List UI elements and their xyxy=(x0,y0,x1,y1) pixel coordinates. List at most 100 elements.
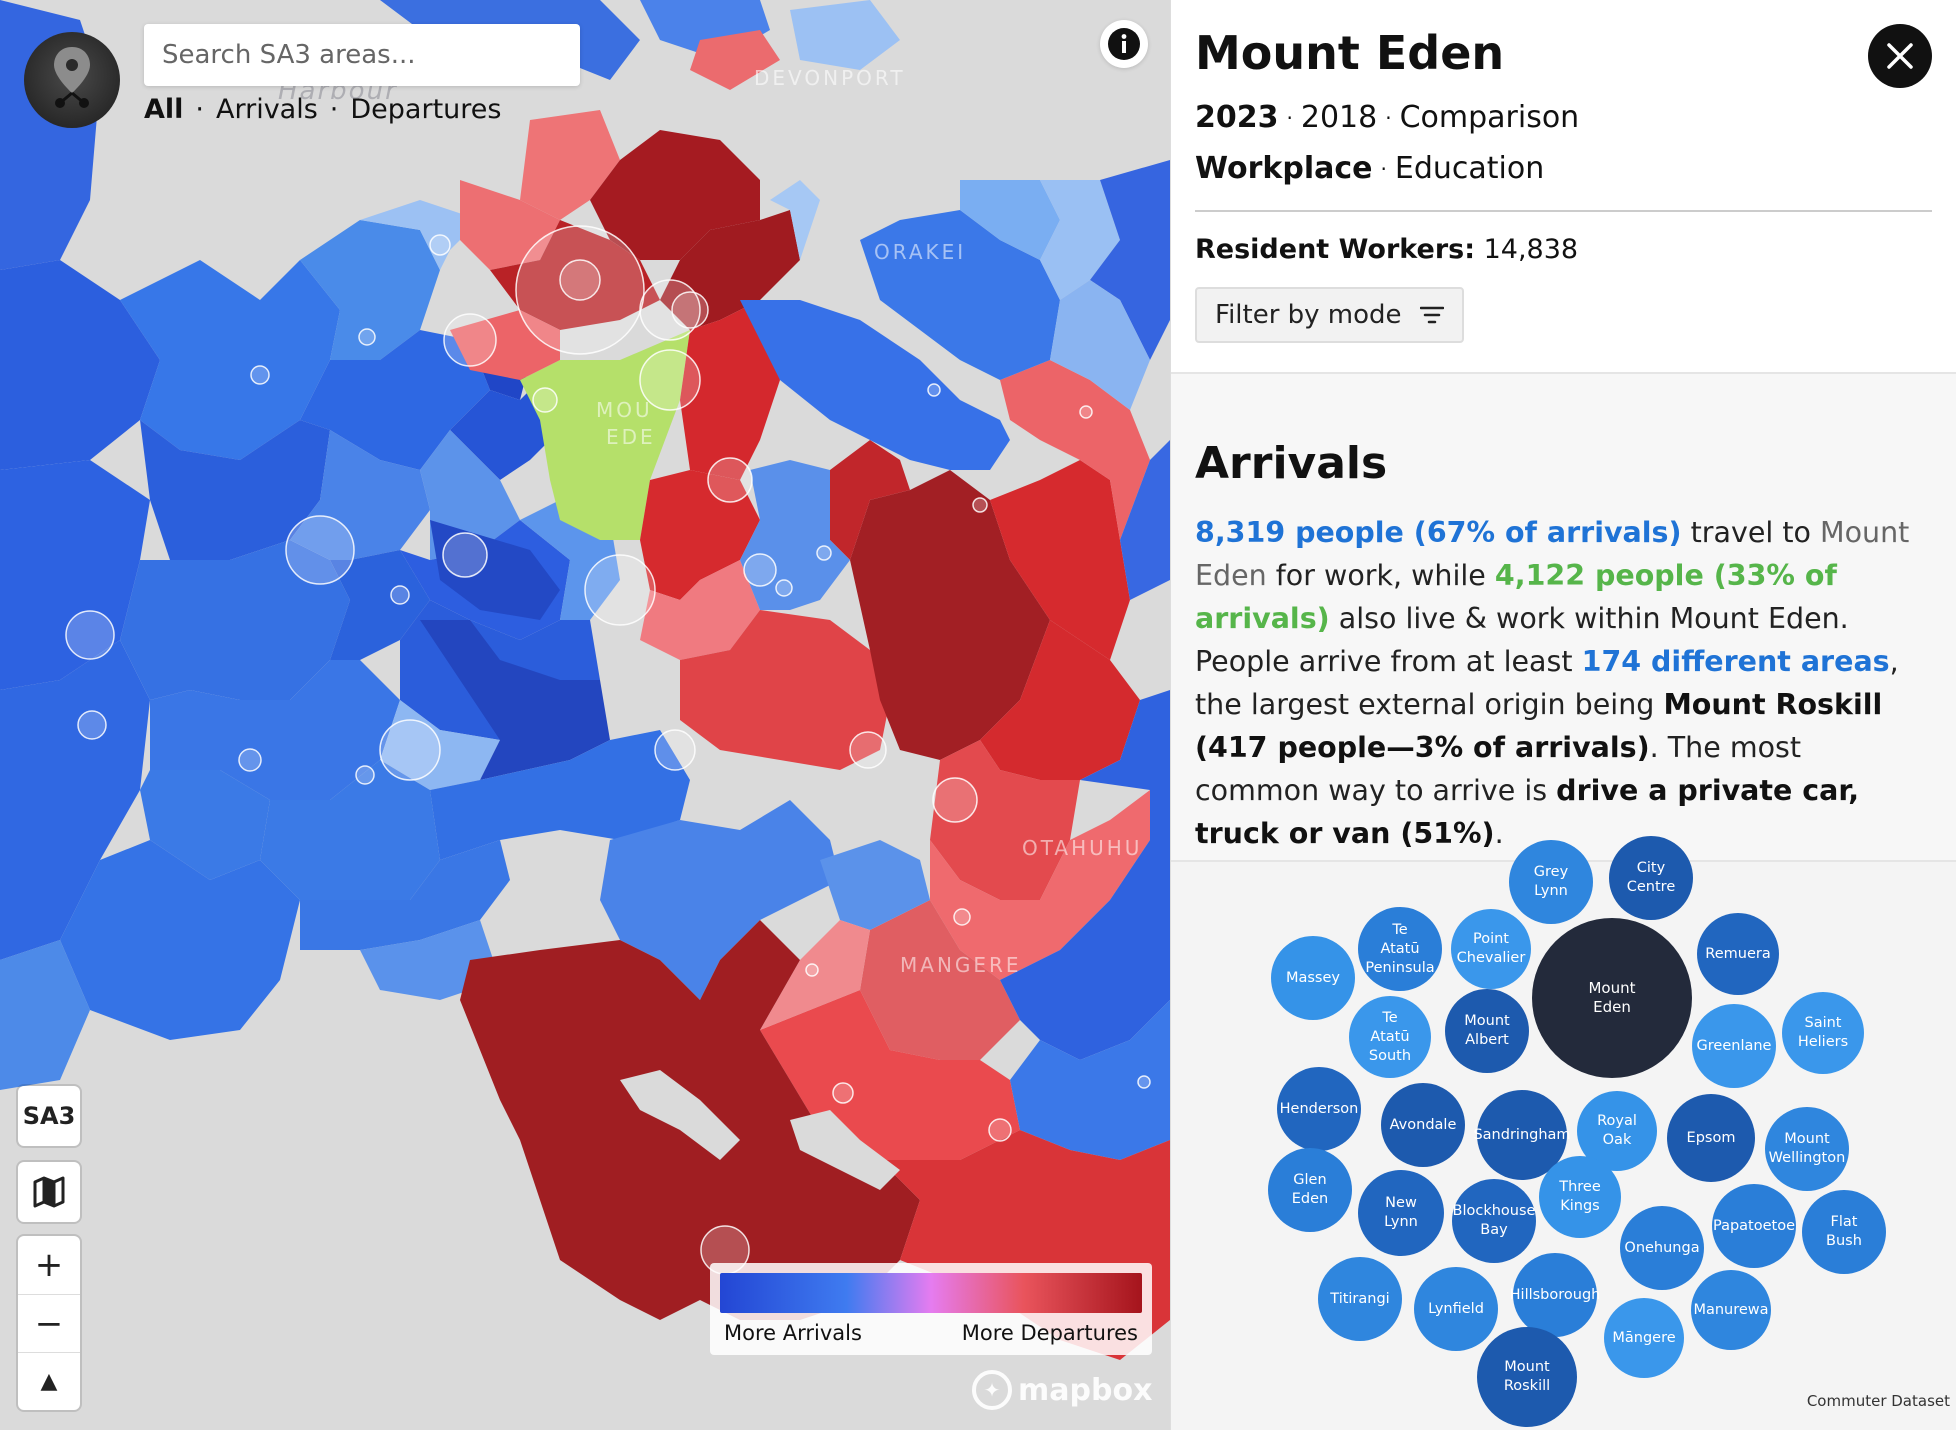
bubble-saint-heliers[interactable]: Saint Heliers xyxy=(1782,992,1864,1074)
bubble-label: Mount Albert xyxy=(1464,1012,1509,1050)
bubble-label-line: Epsom xyxy=(1686,1129,1736,1146)
bubble-te-atat-south[interactable]: Te Atatū South xyxy=(1349,996,1431,1078)
bubble-grey-lynn[interactable]: Grey Lynn xyxy=(1509,840,1593,924)
category-workplace[interactable]: Workplace xyxy=(1195,151,1373,186)
close-button[interactable] xyxy=(1868,24,1932,88)
bubble-label: Greenlane xyxy=(1697,1037,1772,1056)
destination-name: Mount Eden xyxy=(1195,516,1910,592)
bubble-label: City Centre xyxy=(1627,859,1675,897)
legend-right-label: More Departures xyxy=(961,1321,1138,1345)
bubble-label: Hillsborough xyxy=(1510,1286,1601,1305)
bubble-manurewa[interactable]: Manurewa xyxy=(1691,1270,1771,1350)
bubble-label: Sandringham xyxy=(1473,1126,1570,1145)
bubble-label-line: Te xyxy=(1382,1009,1398,1026)
bubble-greenlane[interactable]: Greenlane xyxy=(1692,1004,1776,1088)
bubble-label: Royal Oak xyxy=(1597,1112,1637,1150)
year-option-2023[interactable]: 2023 xyxy=(1195,100,1279,135)
sa3-layer-button[interactable]: SA3 xyxy=(18,1086,80,1146)
bubble-new-lynn[interactable]: New Lynn xyxy=(1358,1170,1444,1256)
bubble-label: Mount Roskill xyxy=(1504,1358,1550,1396)
bubble-label-line: Chevalier xyxy=(1456,950,1526,966)
bubble-label-line: Three xyxy=(1559,1179,1601,1195)
legend-left-label: More Arrivals xyxy=(724,1321,862,1345)
bubble-massey[interactable]: Massey xyxy=(1271,936,1355,1020)
bubble-label: Henderson xyxy=(1280,1100,1359,1119)
bubble-māngere[interactable]: Māngere xyxy=(1604,1298,1684,1378)
info-button[interactable] xyxy=(1100,20,1148,68)
bubble-titirangi[interactable]: Titirangi xyxy=(1318,1257,1402,1341)
bubble-label-line: Eden xyxy=(1291,1191,1329,1207)
text-fragment: . xyxy=(1494,817,1504,850)
year-option-comparison[interactable]: Comparison xyxy=(1399,100,1580,135)
tab-arrivals[interactable]: Arrivals xyxy=(216,94,318,125)
map-style-button[interactable] xyxy=(18,1162,80,1222)
filter-label: Filter by mode xyxy=(1215,300,1402,330)
compass-button[interactable]: ▲ xyxy=(18,1352,80,1410)
bubble-label-line: Atatū xyxy=(1370,1028,1410,1045)
bubble-hillsborough[interactable]: Hillsborough xyxy=(1510,1253,1600,1337)
app-logo[interactable] xyxy=(24,32,120,128)
bubble-label-line: Eden xyxy=(1593,998,1631,1016)
bubble-sandringham[interactable]: Sandringham xyxy=(1473,1090,1571,1180)
bubble-blockhouse-bay[interactable]: Blockhouse Bay xyxy=(1452,1179,1536,1263)
arrivals-title: Arrivals xyxy=(1195,438,1388,489)
bubble-te-atat-peninsula[interactable]: Te Atatū Peninsula xyxy=(1358,907,1442,991)
bubble-point-chevalier[interactable]: Point Chevalier xyxy=(1451,909,1531,989)
zoom-in-button[interactable]: + xyxy=(34,1245,64,1285)
bubble-label: Te Atatū South xyxy=(1369,1009,1411,1066)
color-legend: More Arrivals More Departures xyxy=(710,1263,1152,1355)
bubble-henderson[interactable]: Henderson xyxy=(1277,1067,1361,1151)
tab-departures[interactable]: Departures xyxy=(350,94,502,125)
bubble-label-line: Flat xyxy=(1830,1214,1858,1230)
dataset-label: Commuter Dataset xyxy=(1806,1392,1950,1410)
bubble-epsom[interactable]: Epsom xyxy=(1667,1094,1755,1182)
details-panel: Mount Eden 2023 · 2018 · Comparison Work… xyxy=(1170,0,1956,1430)
resident-workers-value: 14,838 xyxy=(1483,234,1579,265)
bubble-mount-roskill[interactable]: Mount Roskill xyxy=(1477,1327,1577,1427)
map-regions[interactable] xyxy=(0,0,1170,1430)
bubble-label-line: Saint xyxy=(1804,1015,1842,1031)
text-fragment: , the largest external origin being xyxy=(1195,645,1899,721)
zoom-out-button[interactable]: − xyxy=(18,1294,80,1352)
bubble-lynfield[interactable]: Lynfield xyxy=(1414,1267,1498,1351)
area-title: Mount Eden xyxy=(1195,26,1505,80)
bubble-mount-albert[interactable]: Mount Albert xyxy=(1445,989,1529,1073)
search-input[interactable] xyxy=(162,40,562,70)
mapbox-attribution[interactable]: ✦ mapbox xyxy=(972,1370,1152,1410)
arrivals-count: 8,319 people (67% of arrivals) xyxy=(1195,516,1682,549)
filter-by-mode-button[interactable]: Filter by mode xyxy=(1195,287,1464,343)
bubble-city-centre[interactable]: City Centre xyxy=(1609,836,1693,920)
bubble-remuera[interactable]: Remuera xyxy=(1697,913,1779,995)
bubble-glen-eden[interactable]: Glen Eden xyxy=(1268,1148,1352,1232)
tab-all[interactable]: All xyxy=(144,94,184,125)
bubble-flat-bush[interactable]: Flat Bush xyxy=(1802,1190,1886,1274)
arrivals-summary: 8,319 people (67% of arrivals) travel to… xyxy=(1195,511,1920,855)
bubble-mount-eden[interactable]: Mount Eden xyxy=(1532,918,1692,1078)
bubble-label-line: Lynfield xyxy=(1428,1300,1484,1317)
bubble-label-line: Papatoetoe xyxy=(1712,1217,1796,1234)
bubble-mount-wellington[interactable]: Mount Wellington xyxy=(1765,1107,1849,1191)
bubble-onehunga[interactable]: Onehunga xyxy=(1620,1206,1704,1290)
text-fragment: for work, while xyxy=(1266,559,1495,592)
bubble-label: Saint Heliers xyxy=(1798,1014,1848,1052)
search-box[interactable] xyxy=(144,24,580,86)
panel-header: Mount Eden 2023 · 2018 · Comparison Work… xyxy=(1171,0,1956,374)
bubble-label: Te Atatū Peninsula xyxy=(1365,921,1434,978)
bubble-label-line: Atatū xyxy=(1380,940,1420,957)
common-mode: drive a private car, truck or van (51%) xyxy=(1195,774,1860,850)
mount-eden-region xyxy=(520,330,690,540)
bubble-label: Lynfield xyxy=(1428,1300,1484,1319)
bubble-label: Manurewa xyxy=(1693,1301,1768,1320)
bubble-label: Mount Eden xyxy=(1588,979,1635,1017)
arrivals-section: Arrivals 8,319 people (67% of arrivals) … xyxy=(1171,374,1956,862)
category-selector: Workplace · Education xyxy=(1195,151,1932,186)
mapbox-logo-icon: ✦ xyxy=(972,1370,1012,1410)
category-education[interactable]: Education xyxy=(1394,151,1545,186)
bubble-three-kings[interactable]: Three Kings xyxy=(1539,1156,1621,1238)
bubble-label: Mount Wellington xyxy=(1769,1130,1846,1168)
bubble-avondale[interactable]: Avondale xyxy=(1381,1083,1465,1167)
largest-origin: Mount Roskill (417 people—3% of arrivals… xyxy=(1195,688,1883,764)
bubble-papatoetoe[interactable]: Papatoetoe xyxy=(1712,1184,1796,1268)
year-option-2018[interactable]: 2018 xyxy=(1300,100,1378,135)
map-canvas[interactable]: Harbour DEVONPORT ORAKEI MOU EDE OTAHUHU… xyxy=(0,0,1170,1430)
